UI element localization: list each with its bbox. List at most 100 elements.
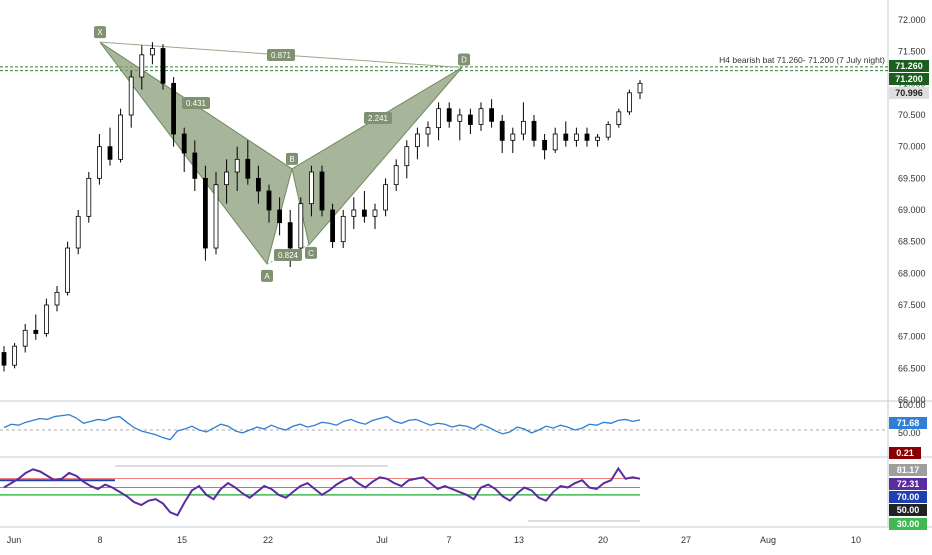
candle-body xyxy=(627,92,632,113)
candle-body xyxy=(245,158,251,179)
candle-body xyxy=(351,209,357,217)
price-tick-label: 68.000 xyxy=(898,268,926,278)
stoch-tick-bg xyxy=(889,491,927,503)
pattern-ratio-label: 0.431 xyxy=(186,99,207,108)
stoch-panel: 81.17 72.31 70.00 50.00 30.00 xyxy=(0,464,927,530)
candle-body xyxy=(139,54,145,78)
price-marker-bg xyxy=(889,87,929,99)
candle-body xyxy=(637,82,643,94)
time-tick-label: Jun xyxy=(7,535,22,545)
rsi-zero-bg xyxy=(889,447,921,459)
price-tick-label: 69.000 xyxy=(898,205,926,215)
pattern-ratio-label: 2.241 xyxy=(368,114,389,123)
price-tick-label: 68.500 xyxy=(898,237,926,247)
candle-body xyxy=(404,146,410,167)
price-tick-label: 67.000 xyxy=(898,332,926,342)
candle-body xyxy=(75,215,81,249)
candle-body xyxy=(372,209,378,217)
pattern-point-box-b xyxy=(286,152,298,165)
pattern-ratio-box xyxy=(364,112,392,124)
candle-body xyxy=(213,184,219,249)
candle-body xyxy=(393,165,399,186)
rsi-value-label: 71.68 xyxy=(897,418,920,428)
price-marker-label: 71.260 xyxy=(895,61,923,71)
candle-body xyxy=(499,120,505,141)
candle-body xyxy=(171,82,177,135)
stoch-tick-label: 70.00 xyxy=(897,492,920,502)
pattern-point-box-x xyxy=(94,26,106,39)
pattern-ratio-box xyxy=(182,97,210,109)
time-tick-label: 8 xyxy=(97,535,102,545)
candle-body xyxy=(425,127,431,135)
candle-body xyxy=(277,209,283,224)
candle-body xyxy=(563,133,569,141)
time-tick-label: Aug xyxy=(760,535,776,545)
candlestick-series xyxy=(1,42,643,372)
candle-body xyxy=(340,215,346,243)
candle-body xyxy=(584,133,590,141)
rsi-tick-label: 100.00 xyxy=(898,400,926,410)
candle-body xyxy=(65,247,70,293)
price-tick-label: 70.000 xyxy=(898,142,926,152)
price-axis: 72.00071.50071.00070.50070.00069.50069.0… xyxy=(889,15,929,405)
time-axis: Jun 8 15 22 Jul 7 13 20 27 Aug 10 xyxy=(7,535,861,545)
rsi-tick-label: 50.00 xyxy=(898,428,921,438)
candle-body xyxy=(202,177,208,249)
candle-body xyxy=(107,146,113,160)
candle-body xyxy=(308,171,314,205)
candle-body xyxy=(436,108,442,129)
candle-body xyxy=(478,108,484,125)
candle-body xyxy=(542,139,547,151)
time-tick-label: 13 xyxy=(514,535,524,545)
candle-body xyxy=(12,345,18,366)
candle-body xyxy=(605,124,611,138)
stoch-tick-bg xyxy=(889,504,927,516)
stoch-tick-label: 72.31 xyxy=(897,479,920,489)
pattern-point-x: X xyxy=(97,28,103,37)
candle-body xyxy=(192,152,198,179)
candle-body xyxy=(224,171,230,186)
candle-body xyxy=(266,190,272,211)
pattern-ratio-box xyxy=(274,249,302,261)
price-tick-label: 72.000 xyxy=(898,15,926,25)
time-tick-label: 27 xyxy=(681,535,691,545)
stoch-line xyxy=(3,466,641,517)
price-tick-label: 66.500 xyxy=(898,363,926,373)
price-tick-label: 71.500 xyxy=(898,47,926,57)
rsi-line xyxy=(3,413,641,441)
candle-body xyxy=(128,76,134,116)
candle-body xyxy=(149,48,155,56)
price-tick-label: 67.500 xyxy=(898,300,926,310)
time-tick-label: 20 xyxy=(598,535,608,545)
price-tick-label: 69.500 xyxy=(898,173,926,183)
guide-lines xyxy=(0,66,888,72)
candle-body xyxy=(319,171,325,211)
candle-body xyxy=(234,158,240,173)
candle-body xyxy=(574,133,579,141)
candle-body xyxy=(361,209,367,217)
candle-body xyxy=(44,304,49,334)
price-tick-label: 66.000 xyxy=(898,395,926,405)
pattern-ratio-box xyxy=(267,49,295,61)
candle-body xyxy=(298,203,304,249)
harmonic-pattern-labels: X A B C D 0.871 0.431 2.241 0.824 xyxy=(94,26,470,282)
price-marker-bg xyxy=(889,60,929,72)
stoch-tick-bg xyxy=(889,518,927,530)
rsi-value-bg xyxy=(889,417,927,429)
stoch-tick-bg xyxy=(889,478,927,490)
rsi-zero-label: 0.21 xyxy=(896,448,914,458)
pattern-point-a: A xyxy=(264,272,270,281)
candle-body xyxy=(118,114,123,160)
time-tick-label: Jul xyxy=(376,535,388,545)
price-marker-bg xyxy=(889,73,929,85)
candle-body xyxy=(446,108,452,122)
pattern-ratio-label: 0.871 xyxy=(271,51,292,60)
candle-body xyxy=(160,48,166,84)
candle-body xyxy=(489,108,495,122)
candle-body xyxy=(616,111,622,125)
price-marker-label: 70.996 xyxy=(895,88,923,98)
candle-body xyxy=(255,177,261,192)
